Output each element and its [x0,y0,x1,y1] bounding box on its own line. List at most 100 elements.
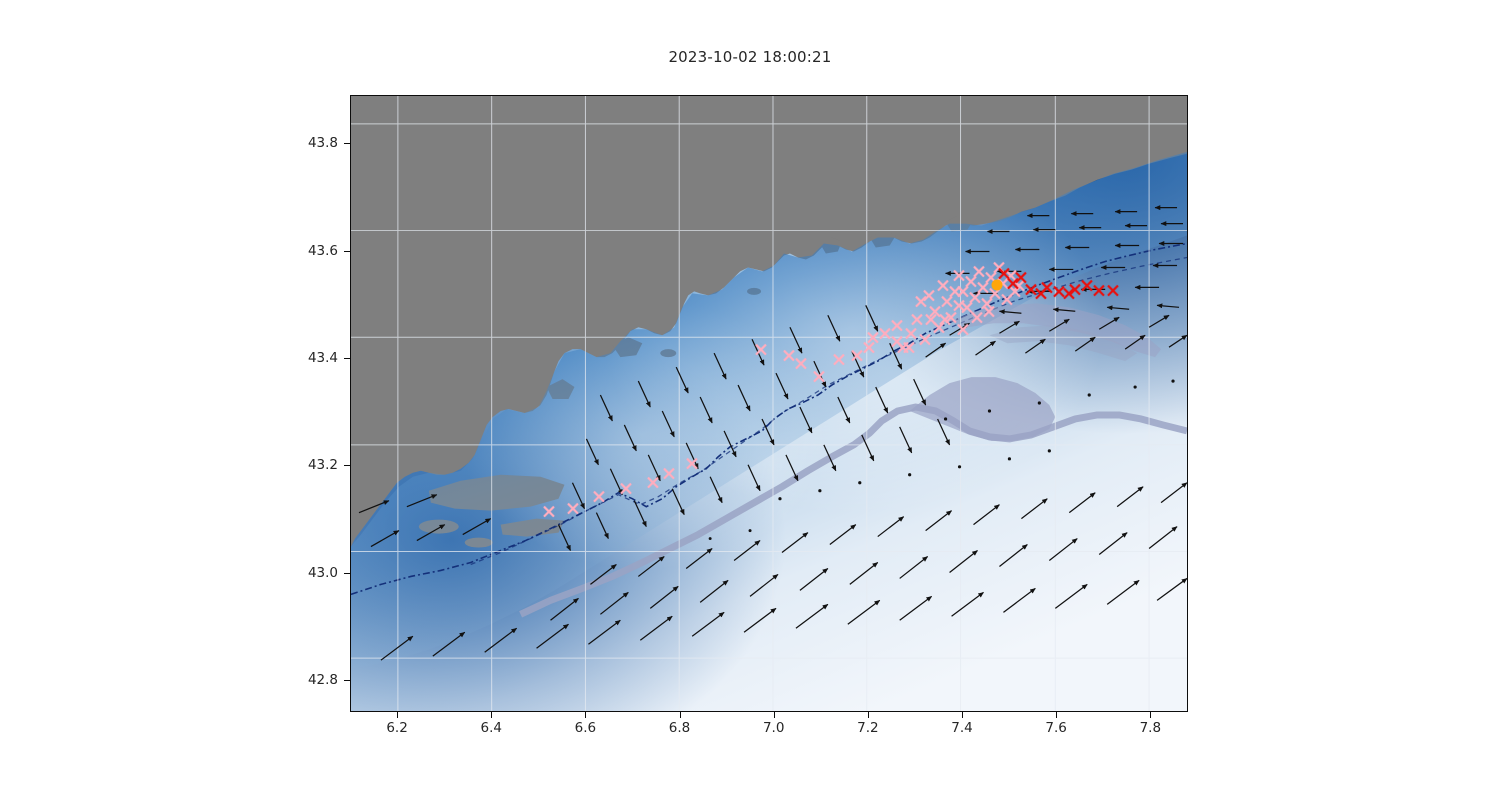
track-marker-past: ✕ [969,307,985,330]
x-tick-mark [397,712,399,718]
x-tick-label: 6.6 [574,720,597,736]
track-marker-past: ✕ [889,315,905,338]
x-tick-mark [867,712,869,718]
track-marker-past: ✕ [909,309,925,332]
track-marker-past: ✕ [793,353,809,376]
x-tick-mark [962,712,964,718]
track-marker-past: ✕ [981,301,997,324]
track-marker-recent: ✕ [1091,280,1107,303]
track-marker-past: ✕ [995,273,1011,296]
track-marker-recent: ✕ [1061,283,1077,306]
track-marker-past: ✕ [1007,281,1023,304]
y-tick-mark [344,143,350,145]
track-marker-past: ✕ [645,472,661,495]
y-tick-label: 43.0 [307,564,338,581]
track-marker-past: ✕ [971,261,987,284]
track-marker-recent: ✕ [1033,283,1049,306]
track-marker-recent: ✕ [1023,279,1039,302]
y-tick-mark [344,679,350,681]
track-marker-past: ✕ [889,331,905,354]
track-marker-past: ✕ [661,463,677,486]
y-tick-label: 43.4 [307,349,338,366]
y-tick-mark [344,357,350,359]
track-marker-past: ✕ [591,486,607,509]
coastal-deep-band [351,151,1187,669]
track-marker-past: ✕ [923,309,939,332]
x-tick-mark [679,712,681,718]
track-marker-layer: ✕ ✕ ✕ ✕ ✕ ✕ ✕ ✕ ✕ ✕ ✕ ✕ ✕ ✕ ✕ ✕ ✕ ✕ ✕ ✕ ✕ ✕ ✕ ✕ ✕ ✕ ✕ ✕ ✕ ✕ ✕ ✕ ✕ ✕ ✕ ✕ ✕ ✕ ✕ ✕… [351,96,1187,711]
figure-title: 2023-10-02 18:00:21 [668,48,832,66]
track-marker-past: ✕ [983,267,999,290]
track-marker-past: ✕ [684,453,700,476]
track-marker-past: ✕ [877,323,893,346]
track-marker-past: ✕ [901,337,917,360]
y-tick-mark [344,465,350,467]
track-marker-past: ✕ [927,301,943,324]
track-marker-recent: ✕ [1013,267,1029,290]
track-marker-past: ✕ [753,339,769,362]
track-marker-past: ✕ [541,501,557,524]
x-tick-label: 7.4 [951,720,973,736]
track-marker-recent: ✕ [1051,281,1067,304]
track-marker-past: ✕ [991,257,1007,280]
x-tick-label: 6.4 [480,720,502,736]
map-axes[interactable]: ✕ ✕ ✕ ✕ ✕ ✕ ✕ ✕ ✕ ✕ ✕ ✕ ✕ ✕ ✕ ✕ ✕ ✕ ✕ ✕ ✕ ✕ ✕ ✕ ✕ ✕ ✕ ✕ ✕ ✕ ✕ ✕ ✕ ✕ ✕ ✕ ✕ ✕ ✕ ✕… [350,95,1188,712]
current-quiver [358,205,1187,661]
track-marker-past: ✕ [781,345,797,368]
track-marker-past: ✕ [1003,265,1019,288]
x-tick-label: 7.6 [1045,720,1067,736]
current-position-marker [991,279,1003,291]
track-marker-past: ✕ [903,323,919,346]
track-marker-recent: ✕ [1005,273,1021,296]
x-tick-mark [1150,712,1152,718]
track-marker-past: ✕ [917,329,933,352]
y-tick-label: 43.6 [307,242,338,259]
x-tick-mark [773,712,775,718]
track-marker-past: ✕ [959,297,975,320]
track-marker-past: ✕ [565,498,581,521]
y-tick-label: 43.2 [307,457,338,474]
track-marker-past: ✕ [937,309,953,332]
x-tick-mark [1056,712,1058,718]
track-marker-recent: ✕ [1105,280,1121,303]
gridlines [351,96,1187,711]
y-tick-label: 42.8 [307,671,338,688]
track-marker-past: ✕ [975,277,991,300]
track-marker-past: ✕ [939,291,955,314]
track-marker-past: ✕ [849,345,865,368]
track-marker-past: ✕ [951,265,967,288]
track-marker-past: ✕ [931,317,947,340]
y-tick-mark [344,572,350,574]
track-marker-past: ✕ [955,319,971,342]
track-marker-past: ✕ [951,295,967,318]
track-marker-past: ✕ [921,285,937,308]
track-marker-past: ✕ [935,275,951,298]
x-tick-label: 7.2 [857,720,879,736]
track-marker-past: ✕ [913,291,929,314]
track-marker-past: ✕ [865,327,881,350]
y-tick-mark [344,250,350,252]
track-marker-past: ✕ [979,293,995,316]
track-marker-past: ✕ [618,478,634,501]
x-tick-mark [585,712,587,718]
track-marker-past: ✕ [963,271,979,294]
contour-lines [351,242,1187,618]
x-tick-label: 6.2 [386,720,408,736]
track-marker-past: ✕ [895,337,911,360]
track-marker-recent: ✕ [996,263,1012,286]
track-marker-past: ✕ [999,289,1015,312]
track-marker-past: ✕ [943,307,959,330]
y-tick-label: 43.8 [307,135,338,152]
track-marker-past: ✕ [987,283,1003,306]
track-marker-recent: ✕ [1079,275,1095,298]
track-marker-past: ✕ [947,281,963,304]
track-marker-past: ✕ [967,287,983,310]
track-marker-past: ✕ [811,366,827,389]
track-marker-past: ✕ [861,337,877,360]
track-marker-past: ✕ [831,349,847,372]
x-tick-label: 7.0 [762,720,785,736]
track-marker-past: ✕ [1011,275,1027,298]
x-tick-label: 7.8 [1139,720,1162,736]
track-marker-recent: ✕ [1067,279,1083,302]
